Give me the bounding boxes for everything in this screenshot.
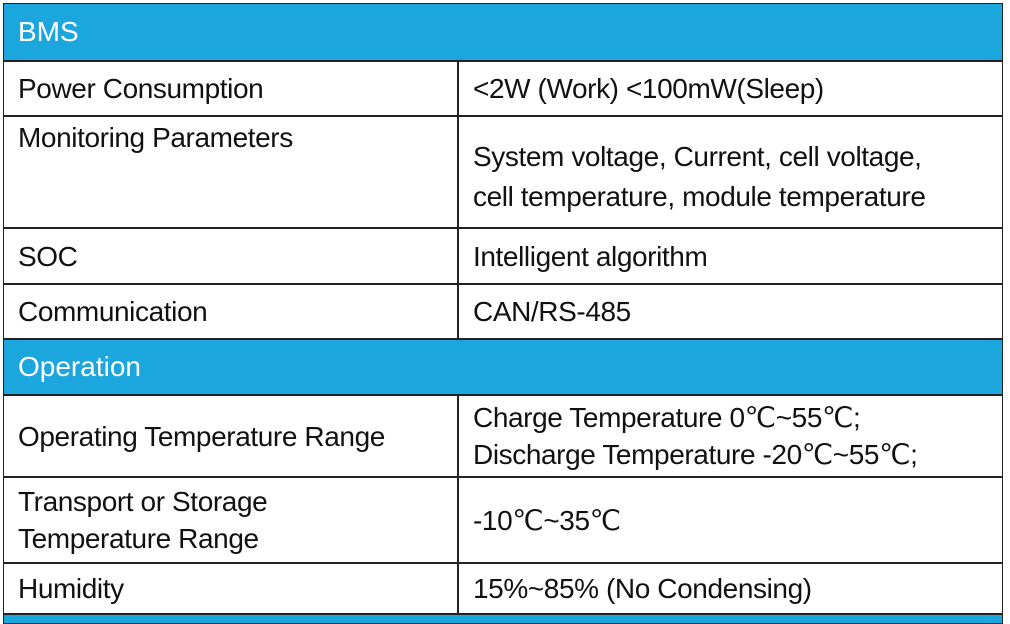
value-cell: 15%~85% (No Condensing) [458, 563, 1003, 614]
cell-text: Power Consumption [18, 73, 264, 104]
cell-text: Charge Temperature 0℃~55℃; [473, 402, 861, 433]
cell-text: -10℃~35℃ [473, 504, 621, 536]
cell-text: cell temperature, module temperature [473, 181, 926, 212]
value-cell: -10℃~35℃ [458, 477, 1003, 563]
label-cell: Power Consumption [3, 61, 458, 116]
cell-text: CAN/RS-485 [473, 296, 631, 327]
cell-text: Temperature Range [18, 523, 259, 554]
label-cell: Communication [3, 284, 458, 339]
cell-text: SOC [18, 240, 78, 272]
label-cell: Transport or Storage Temperature Range [3, 477, 458, 563]
cell-text: System voltage, Current, cell voltage, [473, 141, 922, 172]
value-cell: System voltage, Current, cell voltage, ce… [458, 116, 1003, 228]
cell-text: Humidity [18, 573, 124, 604]
cell-text: <2W (Work) <100mW(Sleep) [473, 73, 824, 104]
label-cell: SOC [3, 228, 458, 284]
value-cell: Intelligent algorithm [458, 228, 1003, 284]
label-cell: Operating Temperature Range [3, 395, 458, 477]
cell-text: Discharge Temperature -20℃~55℃; [473, 439, 918, 470]
cell-text: Transport or Storage [18, 486, 268, 517]
cell-text: 15%~85% (No Condensing) [473, 573, 812, 604]
section-header: Operation [3, 339, 1003, 395]
cell-text: Operating Temperature Range [18, 420, 385, 452]
value-cell: <2W (Work) <100mW(Sleep) [458, 61, 1003, 116]
cell-text: Intelligent algorithm [473, 240, 708, 272]
value-cell: CAN/RS-485 [458, 284, 1003, 339]
label-cell: Monitoring Parameters [3, 116, 458, 228]
cell-text: Monitoring Parameters [18, 122, 293, 153]
label-cell: Humidity [3, 563, 458, 614]
value-cell: Charge Temperature 0℃~55℃; Discharge Temp… [458, 395, 1003, 477]
cell-text: Communication [18, 296, 208, 327]
next-section-header [3, 614, 1003, 624]
section-header: BMS [3, 3, 1003, 61]
